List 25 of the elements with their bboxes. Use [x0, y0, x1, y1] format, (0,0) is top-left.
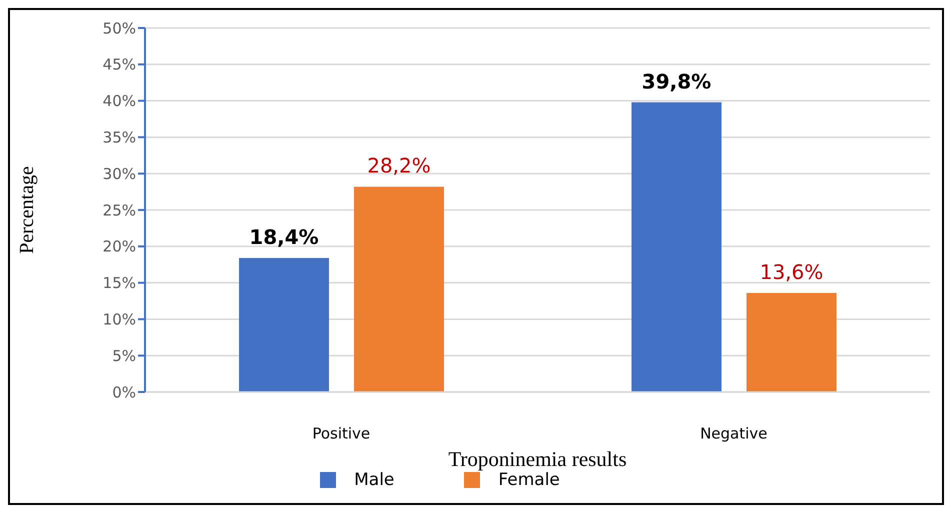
x-tick-label: Negative: [700, 424, 768, 443]
data-label: 13,6%: [760, 260, 824, 284]
y-tick-label: 30%: [102, 164, 136, 183]
data-label: 39,8%: [642, 69, 712, 94]
x-axis-title: Troponinemia results: [448, 447, 627, 471]
data-label: 28,2%: [367, 154, 431, 178]
y-tick-label: 35%: [102, 128, 136, 147]
y-tick-label: 20%: [102, 238, 136, 256]
bar: [632, 102, 722, 392]
y-tick-label: 50%: [102, 19, 136, 38]
y-tick-label: 25%: [102, 201, 136, 220]
legend-label: Female: [498, 470, 560, 490]
y-tick-label: 15%: [102, 274, 136, 292]
y-tick-label: 40%: [102, 92, 136, 110]
x-tick-label: Positive: [312, 424, 370, 443]
y-axis-title: Percentage: [16, 166, 38, 254]
bar: [354, 186, 444, 392]
y-tick-label: 0%: [112, 383, 136, 402]
legend-label: Male: [354, 470, 394, 490]
y-tick-label: 10%: [102, 310, 136, 329]
y-tick-label: 5%: [112, 346, 136, 365]
y-tick-label: 45%: [102, 56, 136, 74]
data-label: 18,4%: [249, 225, 319, 250]
bar: [239, 258, 329, 392]
bar: [746, 292, 836, 392]
